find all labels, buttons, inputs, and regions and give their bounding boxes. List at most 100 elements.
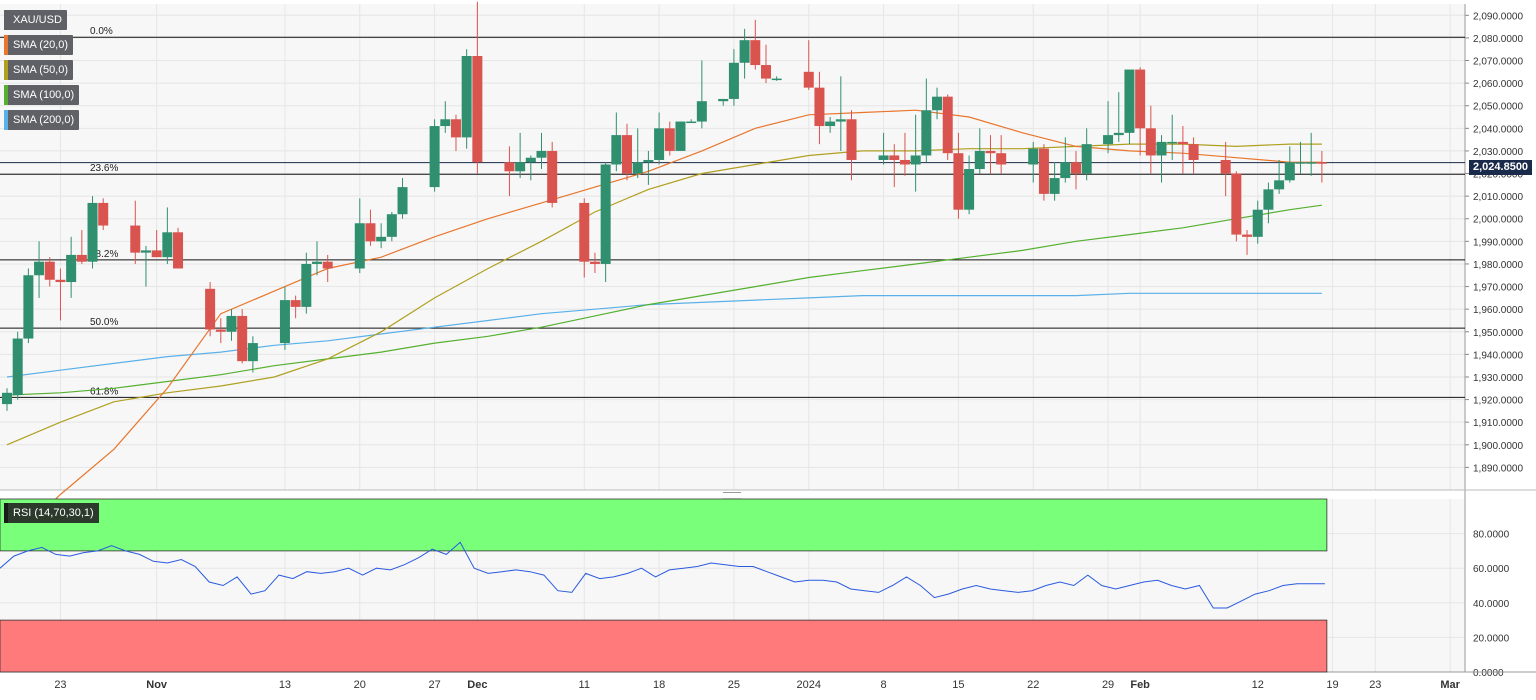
rsi-line <box>0 541 1325 609</box>
candle-body <box>376 236 387 242</box>
candle-body <box>878 155 889 160</box>
candle-body <box>98 202 109 226</box>
candle-body <box>12 338 23 396</box>
candle-body <box>440 119 451 127</box>
candle-body <box>1049 178 1060 194</box>
candle-body <box>1135 69 1146 129</box>
candle-body <box>942 96 953 154</box>
y-tick-label: 1,940.0000 <box>1473 350 1523 361</box>
fib-level-label: 23.6% <box>90 163 118 174</box>
candle-body <box>803 71 814 88</box>
candle-body <box>87 202 98 262</box>
candle-body <box>472 55 483 163</box>
candle-body <box>354 223 365 269</box>
x-tick-label: 20 <box>354 679 366 691</box>
legend-label: SMA (20,0) <box>13 39 69 51</box>
candle-body <box>547 150 558 203</box>
candle-body <box>664 128 675 151</box>
candle-body <box>964 169 975 210</box>
legend-item: SMA (20,0) <box>4 35 74 55</box>
y-tick-label: 1,930.0000 <box>1473 373 1523 384</box>
rsi-oversold-zone <box>0 619 1328 673</box>
candle-body <box>151 250 162 258</box>
candle-body <box>386 214 397 237</box>
candle-body <box>739 40 750 63</box>
legend-item: SMA (200,0) <box>4 110 80 130</box>
candle-body <box>814 87 825 127</box>
rsi-legend: RSI (14,70,30,1) <box>4 503 99 523</box>
candle-body <box>899 159 910 165</box>
candle-body <box>643 159 654 163</box>
x-tick-label: 23 <box>1369 679 1381 691</box>
y-tick-label: 1,910.0000 <box>1473 418 1523 429</box>
y-tick-label: 1,970.0000 <box>1473 283 1523 294</box>
candle-body <box>237 315 248 362</box>
candle-body <box>461 55 472 138</box>
panel-resize-handle[interactable] <box>723 492 741 499</box>
y-tick-label: 1,950.0000 <box>1473 328 1523 339</box>
candle-body <box>397 187 408 215</box>
candle-body <box>675 121 686 151</box>
candle-body <box>76 254 87 262</box>
legend-label: SMA (100,0) <box>13 89 75 101</box>
legend-label: XAU/USD <box>13 14 62 26</box>
legend-swatch <box>4 85 8 105</box>
candle-body <box>846 119 857 160</box>
candle-body <box>525 157 536 163</box>
candle-body <box>1038 148 1049 194</box>
x-tick-label: 15 <box>952 679 964 691</box>
x-tick-label: 22 <box>1027 679 1039 691</box>
candle-body <box>130 225 141 253</box>
current-price-badge: 2,024.8500 <box>1469 160 1533 175</box>
candle-body <box>953 153 964 210</box>
rsi-y-tick-label: 40.0000 <box>1473 599 1510 610</box>
candle-body <box>889 155 900 160</box>
candle-body <box>1252 209 1263 237</box>
candle-body <box>985 150 996 154</box>
candle-body <box>760 65 771 79</box>
x-tick-label: 12 <box>1252 679 1264 691</box>
candle-body <box>996 153 1007 165</box>
y-tick-label: 1,890.0000 <box>1473 463 1523 474</box>
y-tick-label: 2,080.0000 <box>1473 34 1523 45</box>
candle-body <box>173 232 184 269</box>
y-tick-label: 2,070.0000 <box>1473 57 1523 68</box>
candle-body <box>1188 144 1199 160</box>
rsi-y-tick-label: 80.0000 <box>1473 530 1510 541</box>
candle-body <box>974 150 985 170</box>
candle-body <box>1071 162 1081 174</box>
candle-body <box>611 135 622 165</box>
y-tick-label: 1,960.0000 <box>1473 305 1523 316</box>
x-tick-label: 19 <box>1326 679 1338 691</box>
candle-body <box>728 62 739 99</box>
legend-item: XAU/USD <box>4 10 67 30</box>
x-tick-label: 18 <box>653 679 665 691</box>
candle-body <box>1316 162 1327 164</box>
candle-body <box>247 343 258 362</box>
y-tick-label: 1,990.0000 <box>1473 237 1523 248</box>
rsi-y-tick-label: 20.0000 <box>1473 633 1510 644</box>
candle-body <box>1274 180 1285 190</box>
candle-body <box>921 110 932 156</box>
candle-body <box>429 126 440 188</box>
rsi-y-tick-label: 0.0000 <box>1473 668 1504 679</box>
candle-body <box>205 288 216 330</box>
candle-body <box>932 96 943 111</box>
x-tick-label: 2024 <box>797 679 821 691</box>
candle-body <box>654 128 665 160</box>
fib-level-label: 38.2% <box>90 249 118 260</box>
y-tick-label: 2,090.0000 <box>1473 11 1523 22</box>
candle-body <box>1103 135 1114 145</box>
candle-body <box>1263 189 1274 210</box>
candle-body <box>312 261 323 264</box>
rsi-overbought-zone <box>0 498 1328 552</box>
x-tick-label: 8 <box>881 679 887 691</box>
x-tick-label: 13 <box>279 679 291 691</box>
candle-body <box>771 78 782 81</box>
candle-body <box>1295 162 1306 164</box>
candle-body <box>1167 141 1178 144</box>
rsi-y-tick-label: 60.0000 <box>1473 564 1510 575</box>
candle-body <box>279 300 290 344</box>
legend-item: SMA (100,0) <box>4 85 80 105</box>
